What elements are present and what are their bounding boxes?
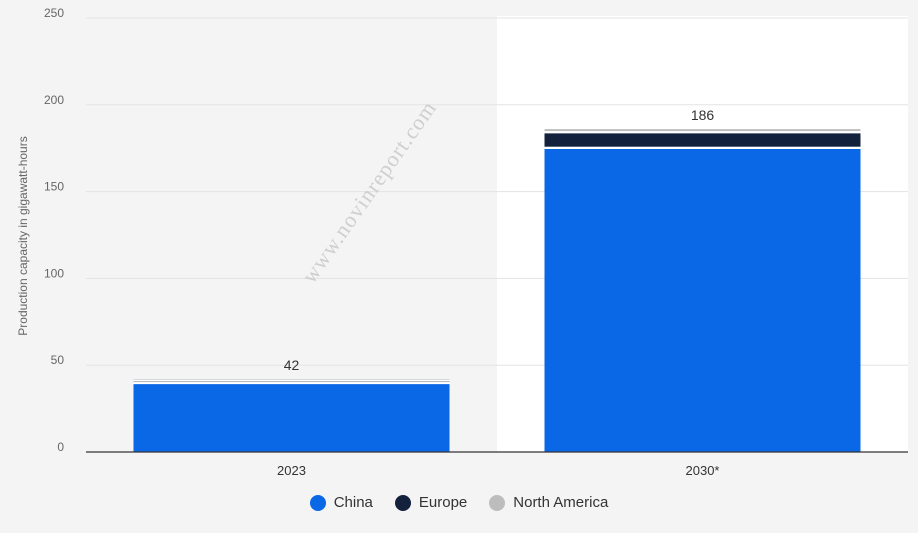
legend-label: Europe (418, 494, 468, 511)
legend-item-europe[interactable]: Europe (394, 494, 468, 511)
y-axis-ticks: 0 50 100 150 200 250 (44, 6, 64, 454)
legend: China Europe North America (0, 494, 918, 511)
y-tick-label: 0 (57, 440, 64, 454)
legend-swatch (309, 494, 326, 511)
y-axis-label: Production capacity in gigawatt-hours (16, 136, 30, 335)
legend-swatch (489, 494, 506, 511)
bar-total-label: 42 (284, 357, 300, 373)
x-axis-ticks: 2023 2030* (277, 463, 719, 478)
legend-label: North America (513, 494, 609, 511)
bar-europe (544, 132, 861, 147)
bar-china (544, 148, 861, 452)
legend-item-china[interactable]: China (309, 494, 373, 511)
legend-item-north-america[interactable]: North America (489, 494, 608, 511)
bar-china (133, 383, 450, 452)
bars: 42 186 (133, 107, 861, 452)
x-tick-label: 2023 (277, 463, 306, 478)
x-tick-label: 2030* (686, 463, 720, 478)
y-tick-label: 200 (44, 93, 64, 107)
y-tick-label: 250 (44, 6, 64, 20)
bar-north-america (133, 379, 450, 380)
legend-swatch (394, 494, 411, 511)
y-tick-label: 150 (44, 180, 64, 194)
y-tick-label: 50 (51, 353, 65, 367)
y-tick-label: 100 (44, 266, 64, 280)
bar-north-america (544, 129, 861, 132)
bar-total-label: 186 (691, 107, 715, 123)
legend-label: China (333, 494, 373, 511)
